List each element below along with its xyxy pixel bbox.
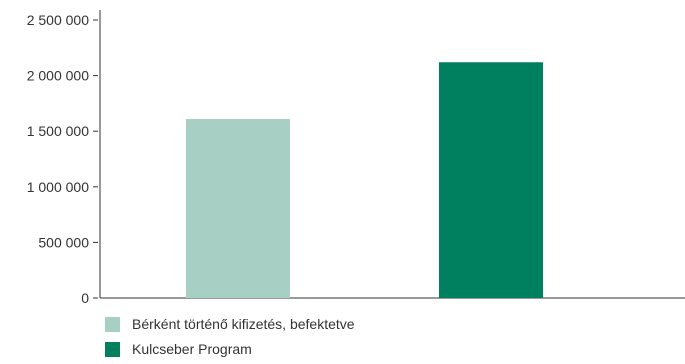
chart-legend: Bérként történő kifizetés, befektetve Ku… bbox=[105, 314, 355, 364]
legend-item-kulcseber: Kulcseber Program bbox=[105, 339, 355, 359]
y-tick-label: 500 000 bbox=[38, 234, 89, 250]
legend-label-kulcseber: Kulcseber Program bbox=[132, 341, 252, 357]
legend-item-salary: Bérként történő kifizetés, befektetve bbox=[105, 314, 355, 334]
y-tick-label: 1 500 000 bbox=[27, 123, 89, 139]
y-tick-label: 2 500 000 bbox=[27, 12, 89, 28]
bar-chart: 0 500 000 1 000 000 1 500 000 2 000 000 2 500… bbox=[27, 10, 685, 306]
y-tick-label: 2 000 000 bbox=[27, 68, 89, 84]
chart-bars bbox=[186, 62, 543, 299]
bar bbox=[439, 62, 543, 299]
legend-label-salary: Bérként történő kifizetés, befektetve bbox=[132, 316, 355, 332]
y-axis-ticks: 0 500 000 1 000 000 1 500 000 2 000 000 2 500… bbox=[27, 12, 98, 306]
legend-swatch-kulcseber bbox=[105, 341, 120, 357]
legend-swatch-salary bbox=[105, 316, 120, 332]
bar bbox=[186, 118, 290, 298]
y-tick-label: 0 bbox=[81, 290, 89, 306]
y-tick-label: 1 000 000 bbox=[27, 179, 89, 195]
